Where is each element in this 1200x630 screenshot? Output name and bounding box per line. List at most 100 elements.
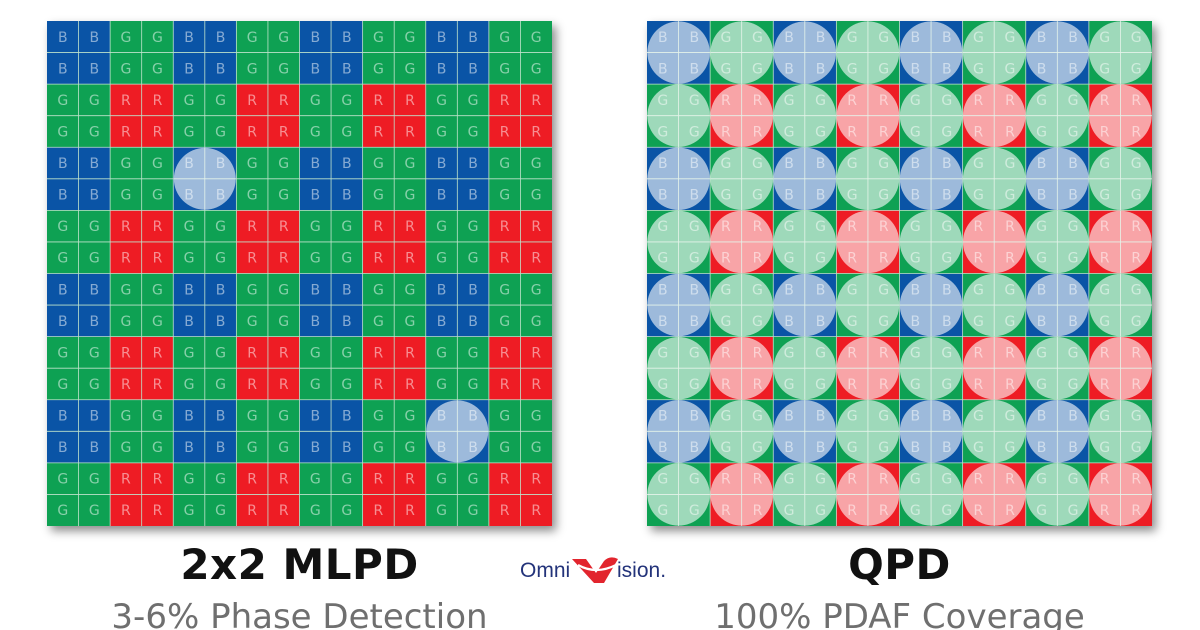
pixel-G bbox=[425, 84, 458, 116]
logo-v-mark-icon bbox=[572, 557, 618, 583]
pixel-letter: B bbox=[216, 30, 226, 46]
qpd-microlens bbox=[710, 147, 773, 211]
pixel-letter: G bbox=[184, 377, 195, 393]
qpd-microlens bbox=[899, 84, 963, 147]
qpd-microlens bbox=[710, 400, 773, 463]
pixel-letter: B bbox=[437, 314, 447, 330]
pixel-letter: G bbox=[152, 409, 163, 425]
pixel-G bbox=[394, 431, 426, 463]
pixel-letter: G bbox=[120, 314, 131, 330]
pixel-letter: R bbox=[279, 472, 289, 488]
pixel-R bbox=[394, 210, 426, 242]
qpd-microlens bbox=[1089, 400, 1152, 463]
qpd-microlens bbox=[710, 273, 773, 337]
pixel-G bbox=[457, 241, 489, 274]
pixel-B bbox=[299, 178, 332, 211]
pixel-letter: R bbox=[405, 345, 415, 361]
qpd-microlens bbox=[836, 400, 900, 463]
qpd-microlens bbox=[710, 84, 773, 147]
pixel-letter: R bbox=[405, 472, 415, 488]
qpd-pixel-grid: BBGGBBGGBBGGBBGGBBGGBBGGBBGGBBGGGGRRGGRR… bbox=[647, 21, 1152, 526]
pixel-G bbox=[488, 52, 521, 85]
pixel-letter: G bbox=[499, 61, 510, 77]
qpd-microlens bbox=[836, 210, 900, 274]
pixel-letter: B bbox=[310, 314, 320, 330]
pixel-letter: G bbox=[215, 472, 226, 488]
pixel-G bbox=[173, 336, 205, 369]
pixel-B bbox=[173, 21, 205, 53]
pixel-G bbox=[362, 305, 395, 337]
pixel-letter: G bbox=[405, 282, 416, 298]
pixel-letter: G bbox=[215, 377, 226, 393]
pixel-G bbox=[362, 21, 395, 53]
qpd-microlens bbox=[962, 147, 1026, 211]
pixel-letter: B bbox=[468, 61, 478, 77]
pixel-letter: R bbox=[121, 124, 131, 140]
pixel-R bbox=[394, 336, 426, 369]
qpd-subtitle: 100% PDAF Coverage bbox=[714, 597, 1085, 630]
pixel-letter: G bbox=[405, 314, 416, 330]
pixel-R bbox=[520, 336, 552, 369]
pixel-letter: B bbox=[58, 282, 68, 298]
pixel-G bbox=[110, 21, 142, 53]
qpd-microlens bbox=[773, 210, 837, 274]
pixel-G bbox=[299, 368, 332, 400]
pixel-B bbox=[457, 178, 489, 211]
pixel-G bbox=[520, 178, 552, 211]
pixel-letter: B bbox=[90, 282, 100, 298]
pixel-letter: G bbox=[310, 124, 321, 140]
pixel-letter: G bbox=[468, 251, 479, 267]
pixel-letter: R bbox=[279, 251, 289, 267]
logo-text-right: ision. bbox=[617, 559, 667, 582]
pixel-letter: G bbox=[436, 124, 447, 140]
pixel-G bbox=[267, 431, 300, 463]
pixel-G bbox=[267, 52, 300, 85]
pixel-letter: G bbox=[531, 314, 542, 330]
pixel-letter: G bbox=[405, 188, 416, 204]
pixel-R bbox=[236, 84, 268, 116]
pixel-G bbox=[47, 336, 79, 369]
pixel-G bbox=[457, 210, 489, 242]
pixel-G bbox=[488, 178, 521, 211]
pixel-G bbox=[78, 494, 111, 526]
pixel-R bbox=[110, 241, 142, 274]
pixel-G bbox=[236, 178, 268, 211]
pixel-letter: R bbox=[531, 345, 541, 361]
pixel-B bbox=[457, 147, 489, 179]
pixel-B bbox=[457, 52, 489, 85]
qpd-microlens bbox=[899, 463, 963, 526]
pixel-R bbox=[141, 115, 174, 148]
pixel-G bbox=[331, 115, 363, 148]
qpd-microlens bbox=[1026, 273, 1089, 337]
pixel-letter: G bbox=[184, 345, 195, 361]
pixel-B bbox=[204, 399, 237, 432]
pixel-letter: B bbox=[468, 188, 478, 204]
pixel-letter: G bbox=[468, 93, 479, 109]
pixel-R bbox=[267, 115, 300, 148]
pixel-letter: G bbox=[373, 314, 384, 330]
pixel-B bbox=[425, 273, 458, 306]
pixel-G bbox=[362, 52, 395, 85]
pixel-letter: R bbox=[405, 93, 415, 109]
pixel-letter: G bbox=[499, 409, 510, 425]
pixel-G bbox=[47, 368, 79, 400]
pixel-letter: B bbox=[310, 61, 320, 77]
pixel-letter: G bbox=[120, 61, 131, 77]
pixel-G bbox=[141, 273, 174, 306]
pixel-R bbox=[110, 210, 142, 242]
pixel-letter: G bbox=[120, 188, 131, 204]
pixel-R bbox=[236, 368, 268, 400]
pixel-letter: R bbox=[500, 345, 510, 361]
pixel-letter: G bbox=[184, 251, 195, 267]
pixel-letter: G bbox=[152, 282, 163, 298]
pixel-B bbox=[425, 305, 458, 337]
pixel-letter: R bbox=[121, 251, 131, 267]
pixel-R bbox=[362, 241, 395, 274]
pixel-B bbox=[204, 273, 237, 306]
pixel-letter: G bbox=[57, 219, 68, 235]
pixel-G bbox=[457, 368, 489, 400]
pixel-R bbox=[267, 241, 300, 274]
pixel-G bbox=[141, 305, 174, 337]
pixel-letter: R bbox=[500, 93, 510, 109]
pixel-G bbox=[141, 52, 174, 85]
